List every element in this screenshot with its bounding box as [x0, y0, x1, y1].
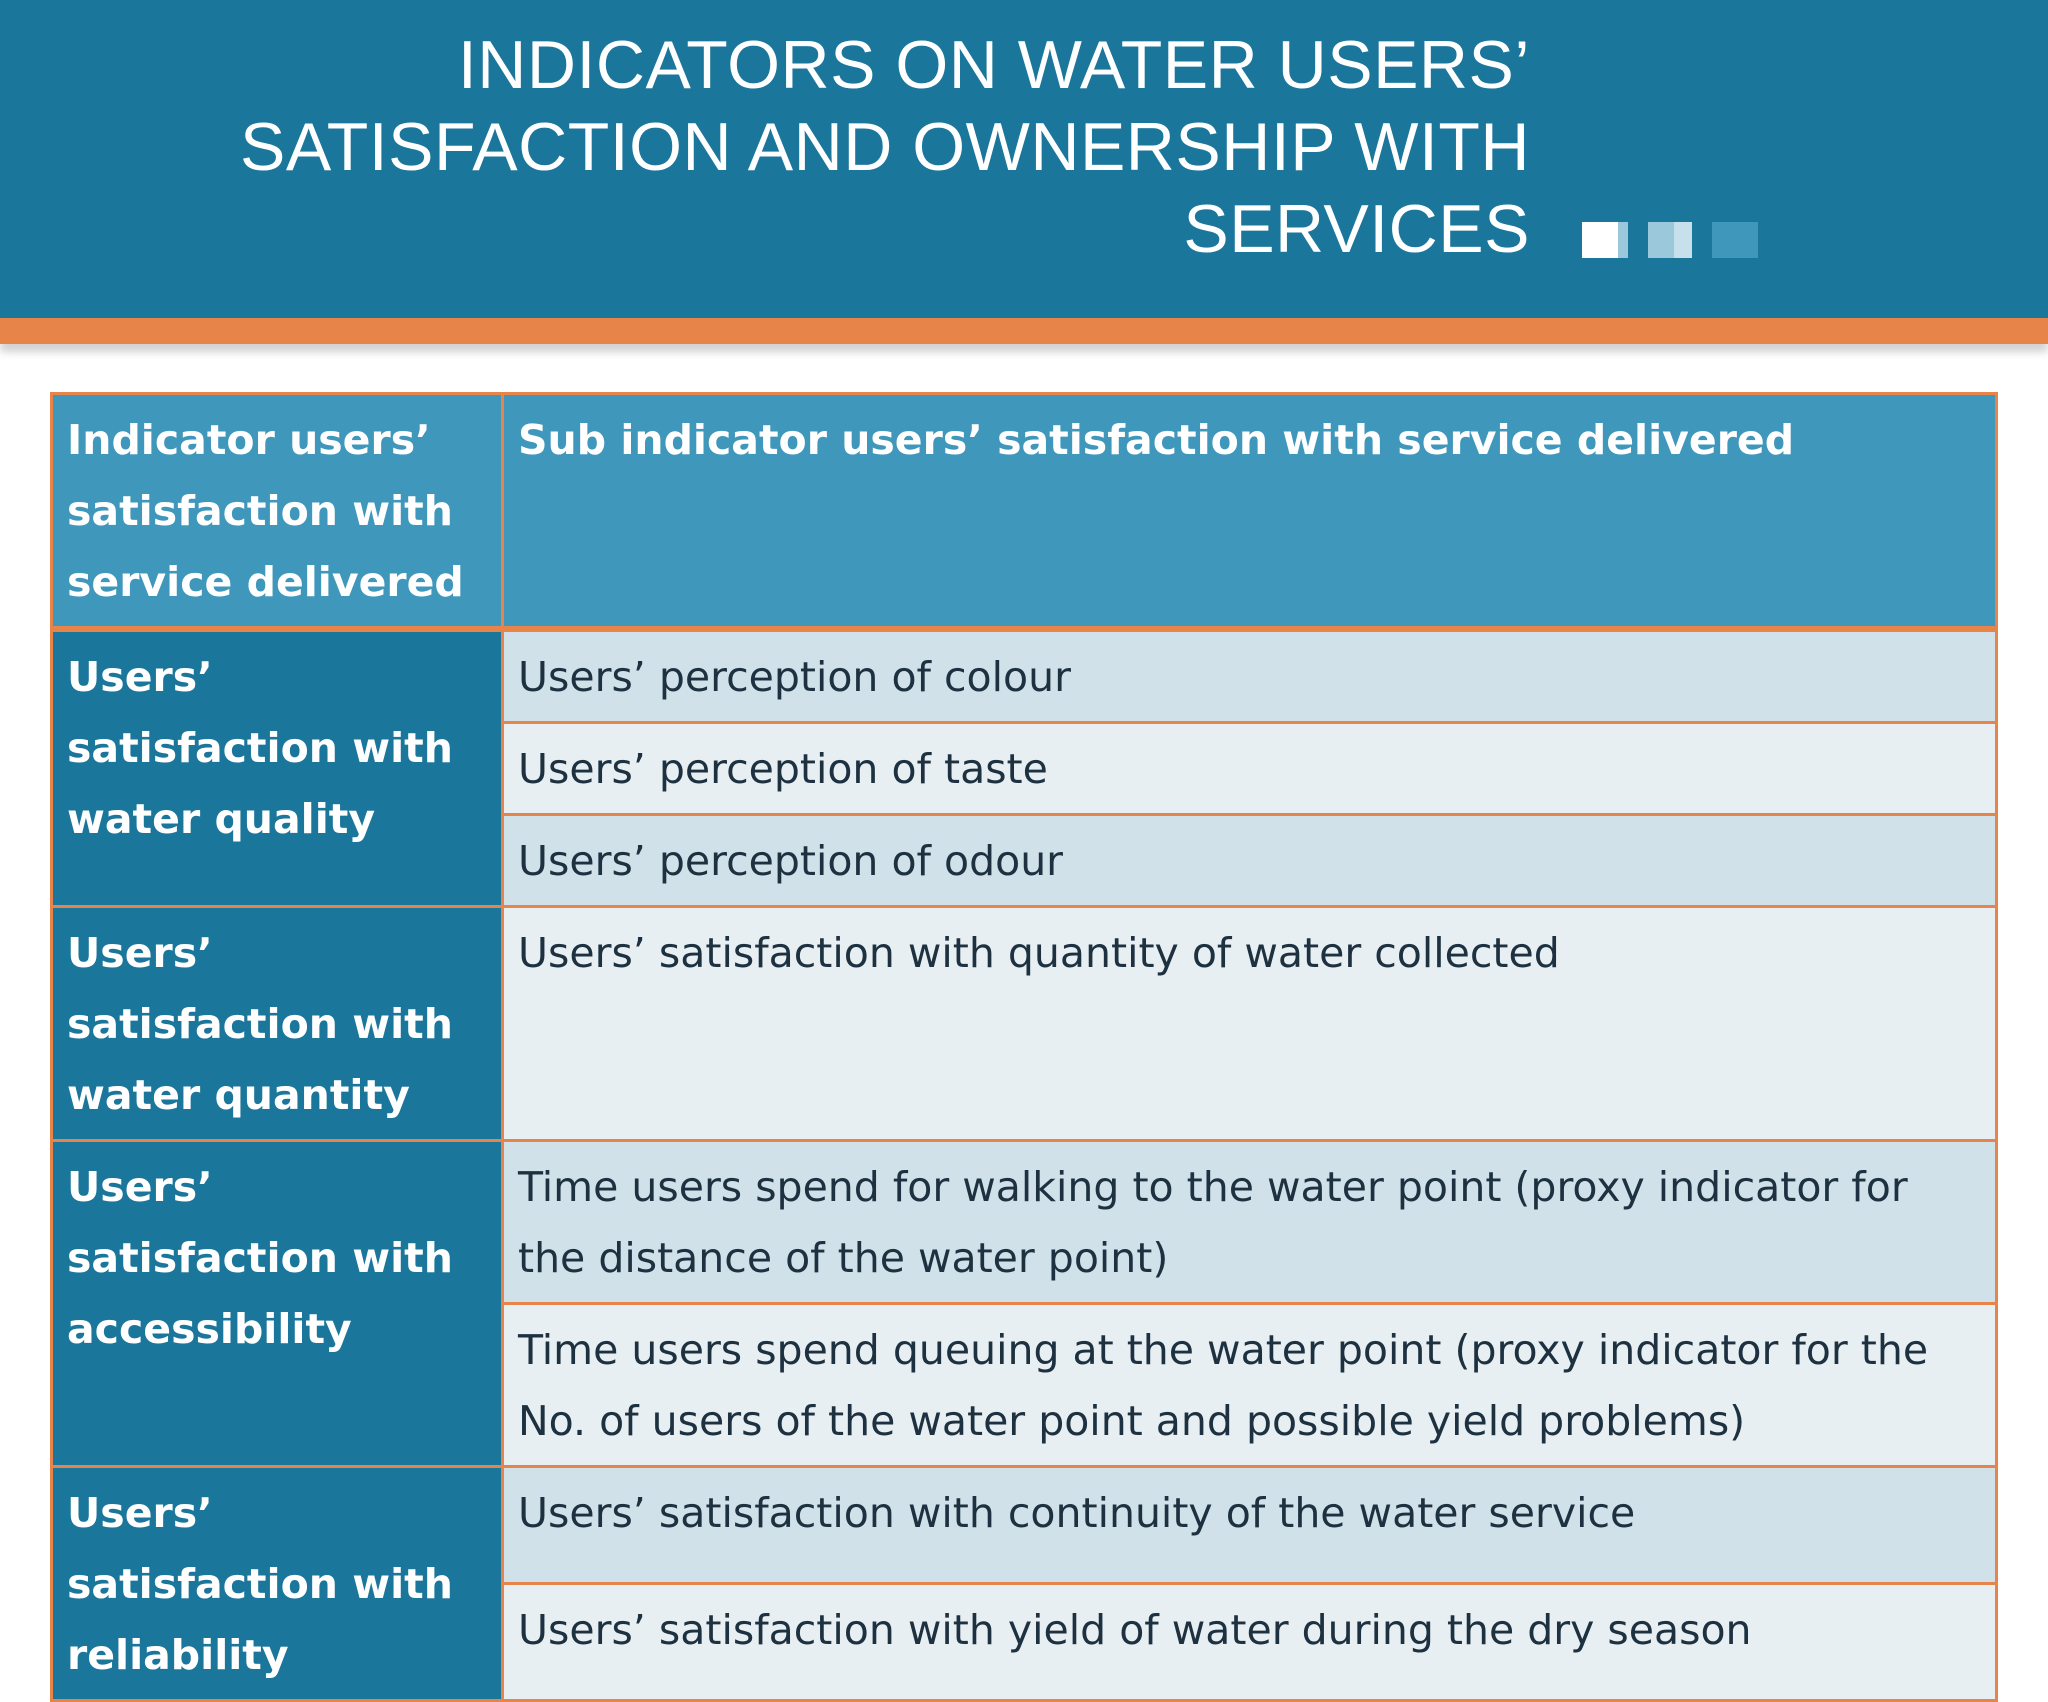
sub-indicator-cell: Users’ satisfaction with quantity of wat…	[501, 905, 1998, 1142]
table-row: Users’ perception of odour	[52, 813, 1998, 908]
table-row: Users’ satisfaction with accessibility T…	[50, 1139, 1998, 1468]
sub-indicator-cell: Users’ satisfaction with continuity of t…	[501, 1465, 1998, 1585]
sub-indicator-cell: Time users spend for walking to the wate…	[501, 1139, 1998, 1305]
sub-indicator-cell: Time users spend queuing at the water po…	[501, 1302, 1998, 1468]
sub-indicator-cell: Users’ perception of taste	[501, 721, 1998, 816]
square-icon	[1674, 222, 1692, 258]
header-indicator: Indicator users’ satisfaction with servi…	[50, 392, 504, 632]
title-underline	[0, 318, 2048, 344]
square-icon	[1712, 222, 1758, 258]
title-line-2: SATISFACTION AND OWNERSHIP WITH	[240, 109, 1530, 185]
indicator-water-quantity: Users’ satisfaction with water quantity	[50, 905, 504, 1142]
indicator-water-quality: Users’ satisfaction with water quality	[50, 627, 504, 908]
indicator-table: Indicator users’ satisfaction with servi…	[50, 392, 1998, 1702]
title-line-1: INDICATORS ON WATER USERS’	[457, 27, 1530, 103]
table-row: Time users spend queuing at the water po…	[52, 1302, 1998, 1468]
title-line-3: SERVICES	[1183, 191, 1530, 267]
table-header-row: Indicator users’ satisfaction with servi…	[50, 392, 1998, 632]
indicator-accessibility: Users’ satisfaction with accessibility	[50, 1139, 504, 1468]
table-row: Users’ satisfaction with water quantity …	[50, 905, 1998, 1142]
sub-indicator-cell: Users’ perception of odour	[501, 813, 1998, 908]
table-row: Users’ perception of taste	[52, 721, 1998, 816]
title-band: INDICATORS ON WATER USERS’ SATISFACTION …	[0, 0, 2048, 318]
indicator-reliability: Users’ satisfaction with reliability	[50, 1465, 504, 1702]
square-icon	[1618, 222, 1628, 258]
header-sub-indicator: Sub indicator users’ satisfaction with s…	[501, 392, 1998, 632]
table-row: Users’ satisfaction with reliability Use…	[50, 1465, 1998, 1702]
table-row: Users’ satisfaction with water quality U…	[50, 627, 1998, 908]
sub-indicator-cell: Users’ satisfaction with yield of water …	[501, 1582, 1998, 1702]
slide-title: INDICATORS ON WATER USERS’ SATISFACTION …	[200, 24, 1530, 270]
square-icon	[1582, 222, 1618, 258]
sub-indicator-cell: Users’ perception of colour	[501, 627, 1998, 724]
